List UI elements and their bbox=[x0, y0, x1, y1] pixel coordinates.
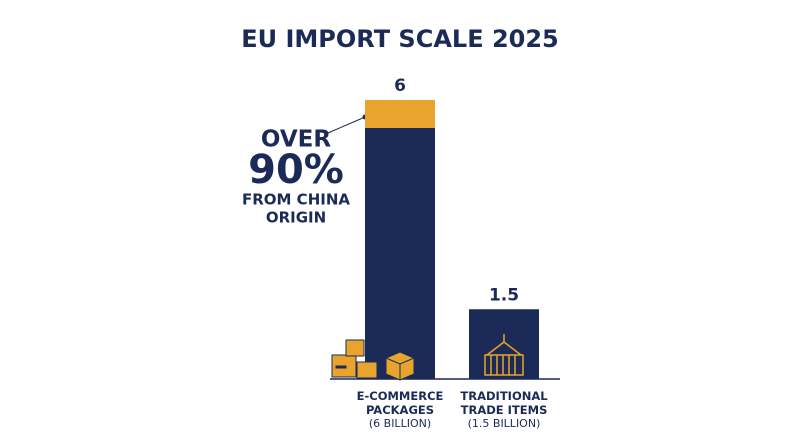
total-label: 6 bbox=[394, 76, 406, 96]
chart-title: EU IMPORT SCALE 2025 bbox=[241, 25, 558, 53]
box-icons bbox=[331, 339, 415, 381]
annotation-line: ORIGIN bbox=[266, 209, 326, 227]
annotation-line: OVER bbox=[261, 127, 331, 153]
category-note: (6 BILLION) bbox=[368, 417, 432, 430]
bar-segment bbox=[365, 127, 435, 380]
bars: 61.5 bbox=[365, 76, 539, 380]
category-note: (1.5 BILLION) bbox=[467, 417, 541, 430]
total-label: 1.5 bbox=[489, 285, 519, 305]
leader-line bbox=[327, 116, 366, 134]
bar-segment bbox=[365, 100, 435, 128]
bar-segment bbox=[469, 309, 539, 379]
annotation-line: FROM CHINA bbox=[242, 191, 350, 209]
container-icon bbox=[484, 334, 524, 376]
annotation-line: 90% bbox=[248, 147, 344, 193]
category-label: E-COMMERCE PACKAGES bbox=[356, 389, 444, 417]
annotation: OVER 90% FROM CHINA ORIGIN bbox=[242, 114, 368, 227]
category-label: TRADITIONAL TRADE ITEMS bbox=[460, 389, 548, 417]
